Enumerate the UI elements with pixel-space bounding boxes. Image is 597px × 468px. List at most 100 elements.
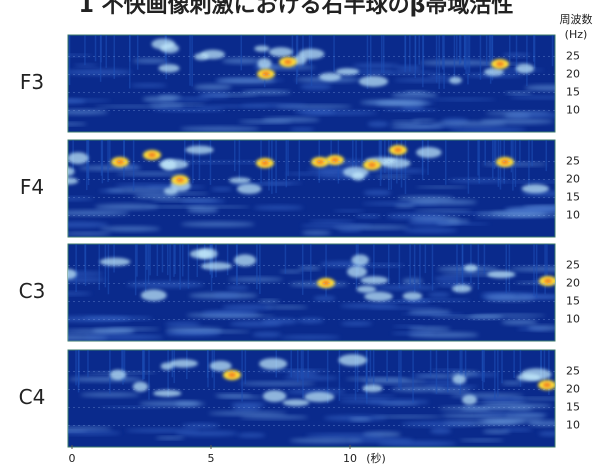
texture-streak — [214, 394, 252, 397]
hot-core — [322, 281, 330, 286]
texture-stripe — [398, 350, 400, 387]
texture-streak — [49, 123, 86, 126]
hot-core — [116, 160, 124, 165]
texture-bright — [381, 158, 411, 168]
texture-stripe — [436, 35, 438, 83]
texture-stripe — [196, 244, 198, 277]
texture-stripe — [87, 350, 89, 377]
texture-stripe — [534, 35, 536, 68]
texture-streak — [395, 204, 415, 207]
texture-streak — [74, 64, 99, 66]
texture-bright — [484, 68, 504, 76]
hot-core — [228, 373, 236, 378]
texture-streak — [509, 96, 570, 99]
texture-streak — [34, 99, 111, 102]
texture-streak — [472, 402, 529, 404]
texture-bright — [356, 286, 376, 293]
texture-stripe — [136, 244, 138, 277]
x-tick-label: 5 — [208, 452, 215, 465]
texture-stripe — [536, 244, 538, 298]
texture-bright — [462, 395, 477, 405]
texture-stripe — [459, 35, 461, 65]
texture-stripe — [494, 140, 496, 169]
texture-stripe — [108, 244, 110, 294]
texture-streak — [302, 231, 331, 235]
texture-streak — [284, 173, 336, 175]
texture-stripe — [480, 35, 482, 80]
texture-stripe — [501, 350, 503, 383]
texture-stripe — [465, 35, 467, 74]
texture-stripe — [95, 35, 97, 61]
texture-stripe — [528, 140, 530, 187]
texture-streak — [55, 431, 122, 435]
texture-streak — [175, 401, 199, 405]
texture-streak — [431, 121, 506, 126]
texture-streak — [208, 411, 287, 415]
texture-stripe — [366, 350, 368, 404]
texture-bright — [258, 58, 272, 69]
texture-stripe — [105, 35, 107, 68]
texture-streak — [482, 404, 552, 409]
texture-streak — [289, 438, 363, 443]
texture-streak — [434, 276, 465, 281]
figure-title: 1 不快画像刺激における右半球のβ帯域活性 — [79, 0, 514, 18]
texture-stripe — [210, 140, 212, 185]
texture-stripe — [275, 140, 277, 193]
texture-stripe — [271, 140, 273, 194]
texture-bright — [62, 167, 75, 176]
texture-stripe — [137, 35, 139, 70]
texture-stripe — [290, 350, 292, 377]
texture-streak — [100, 226, 160, 231]
texture-bright — [338, 354, 367, 366]
y-tick-label: 15 — [566, 190, 580, 203]
texture-streak — [142, 96, 176, 102]
texture-bright — [194, 53, 208, 60]
texture-streak — [202, 310, 258, 315]
texture-streak — [297, 318, 324, 323]
texture-streak — [501, 320, 538, 325]
texture-bright — [364, 292, 393, 302]
texture-streak — [364, 190, 392, 195]
texture-streak — [125, 429, 199, 433]
texture-streak — [408, 220, 451, 226]
spectrogram-panel — [37, 244, 586, 341]
texture-stripe — [256, 244, 258, 289]
texture-stripe — [179, 244, 181, 290]
texture-stripe — [122, 350, 124, 385]
texture-stripe — [325, 244, 327, 297]
texture-streak — [213, 293, 240, 297]
texture-streak — [116, 172, 186, 175]
panel-label: F4 — [20, 175, 44, 199]
texture-streak — [375, 285, 437, 290]
y-tick-label: 25 — [566, 50, 580, 63]
texture-streak — [301, 224, 372, 228]
texture-stripe — [310, 244, 312, 285]
texture-streak — [349, 418, 371, 421]
texture-streak — [432, 389, 471, 393]
texture-stripe — [191, 35, 193, 86]
y-tick-label: 20 — [566, 68, 580, 81]
texture-streak — [149, 104, 184, 108]
texture-stripe — [494, 350, 496, 400]
texture-stripe — [513, 350, 515, 378]
texture-stripe — [430, 350, 432, 377]
texture-stripe — [489, 35, 491, 65]
texture-stripe — [259, 244, 261, 294]
hot-core — [148, 153, 156, 158]
y-axis-label: 周波数 — [560, 13, 593, 26]
texture-streak — [416, 186, 468, 188]
texture-streak — [280, 270, 303, 273]
texture-stripe — [162, 244, 164, 272]
y-tick-label: 25 — [566, 259, 580, 272]
texture-stripe — [470, 244, 472, 283]
texture-bright — [185, 146, 213, 155]
texture-stripe — [509, 35, 511, 62]
texture-streak — [239, 382, 315, 386]
panel-label: F3 — [20, 70, 44, 94]
texture-stripe — [109, 140, 111, 168]
texture-streak — [477, 419, 543, 423]
texture-stripe — [157, 244, 159, 276]
texture-stripe — [483, 350, 485, 382]
texture-bright — [160, 43, 179, 53]
texture-streak — [419, 60, 494, 65]
